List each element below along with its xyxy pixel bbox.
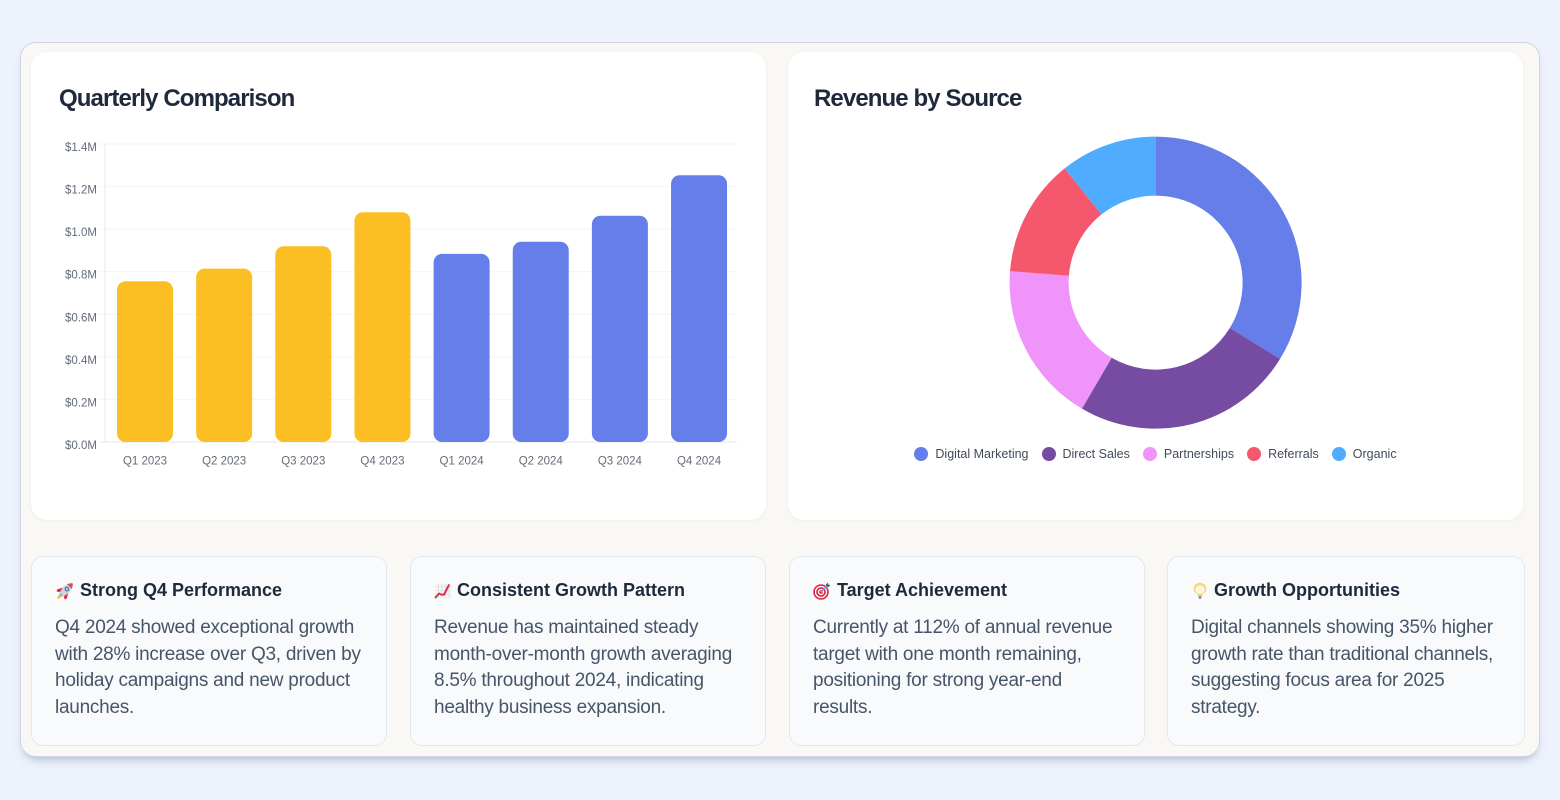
svg-text:$0.2M: $0.2M (65, 397, 97, 409)
svg-text:$0.8M: $0.8M (65, 270, 97, 282)
svg-text:Q1 2023: Q1 2023 (123, 456, 167, 468)
svg-text:Q3 2024: Q3 2024 (598, 456, 643, 468)
svg-text:$1.0M: $1.0M (65, 227, 97, 239)
svg-text:$1.2M: $1.2M (65, 185, 97, 197)
svg-text:$0.0M: $0.0M (65, 440, 97, 452)
svg-text:Q2 2023: Q2 2023 (202, 456, 246, 468)
svg-text:Q1 2024: Q1 2024 (440, 456, 485, 468)
svg-text:Q3 2023: Q3 2023 (281, 456, 325, 468)
svg-text:Q2 2024: Q2 2024 (519, 456, 564, 468)
svg-text:$1.4M: $1.4M (65, 142, 97, 154)
svg-text:$0.4M: $0.4M (65, 355, 97, 367)
svg-text:Q4 2023: Q4 2023 (360, 456, 404, 468)
svg-text:$0.6M: $0.6M (65, 312, 97, 324)
svg-text:Q4 2024: Q4 2024 (677, 456, 722, 468)
